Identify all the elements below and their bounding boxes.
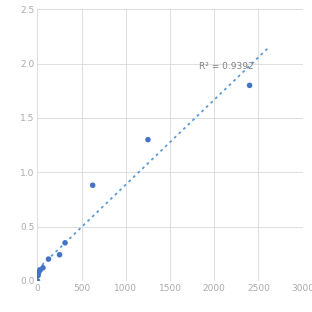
Point	[145, 137, 150, 142]
Point	[90, 183, 95, 188]
Point	[57, 252, 62, 257]
Point	[41, 265, 46, 270]
Point	[38, 267, 43, 272]
Point	[36, 273, 41, 278]
Point	[247, 83, 252, 88]
Point	[46, 256, 51, 261]
Point	[35, 278, 40, 283]
Point	[63, 240, 68, 245]
Point	[36, 270, 41, 275]
Text: R² = 0.9392: R² = 0.9392	[199, 62, 254, 71]
